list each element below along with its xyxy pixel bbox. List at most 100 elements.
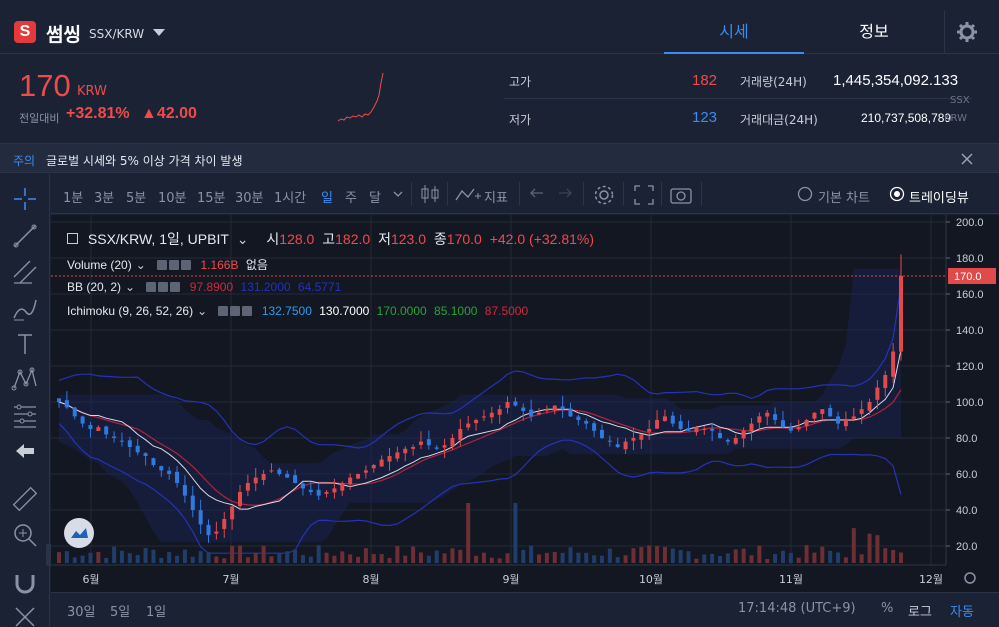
- tradingview-label[interactable]: 트레이딩뷰: [909, 191, 969, 206]
- indicator-icon[interactable]: [455, 186, 481, 202]
- magnet-icon[interactable]: [10, 567, 40, 597]
- tab-info[interactable]: 정보: [859, 22, 889, 41]
- timeframe-3m[interactable]: 3분: [94, 191, 115, 206]
- candle-body: [222, 519, 227, 529]
- toolbar-separator: [701, 182, 702, 206]
- volume-bar: [230, 545, 235, 563]
- redo-icon[interactable]: [557, 187, 573, 201]
- timeframe-1w[interactable]: 주: [345, 191, 357, 206]
- auto-toggle[interactable]: 자동: [950, 605, 974, 620]
- timeframe-30m[interactable]: 30분: [235, 191, 264, 206]
- candle-body: [324, 492, 329, 494]
- log-toggle[interactable]: 로그: [908, 605, 932, 620]
- toolbar-collapse-handle[interactable]: [46, 544, 54, 566]
- timeframe-1m[interactable]: 1분: [63, 191, 84, 206]
- volume-bar: [749, 555, 754, 563]
- timeframe-1d[interactable]: 일: [321, 191, 333, 206]
- fullscreen-icon[interactable]: [633, 184, 655, 206]
- candle-body: [489, 412, 494, 418]
- ichimoku-span-b: 87.5000: [484, 304, 529, 318]
- volume-bar: [458, 549, 463, 563]
- indicator-button[interactable]: 지표: [484, 191, 508, 206]
- pattern-icon[interactable]: [10, 364, 40, 394]
- range-5d[interactable]: 5일: [110, 605, 131, 620]
- undo-icon[interactable]: [529, 187, 545, 201]
- radio-tradingview[interactable]: [889, 186, 905, 202]
- volume-bar: [277, 553, 282, 563]
- candle-body: [88, 425, 93, 429]
- candle-body: [167, 470, 172, 474]
- percent-toggle[interactable]: %: [881, 601, 894, 616]
- collapse-legend-icon[interactable]: [67, 233, 78, 244]
- bb-indicator-name[interactable]: BB (20, 2): [67, 280, 122, 294]
- volume-bar: [206, 552, 211, 563]
- volume-indicator-name[interactable]: Volume (20): [67, 258, 132, 272]
- channel-icon[interactable]: [10, 257, 40, 287]
- volume-bar: [804, 545, 809, 563]
- tradingview-logo[interactable]: [64, 518, 94, 548]
- volume-label: 거래량(24H): [740, 75, 807, 89]
- volume-bar: [104, 557, 109, 563]
- ruler-icon[interactable]: [10, 484, 40, 514]
- candle-body: [497, 409, 502, 415]
- gear-icon[interactable]: [593, 184, 615, 206]
- ichimoku-indicator-name[interactable]: Ichimoku (9, 26, 52, 26): [67, 304, 194, 318]
- coin-pair[interactable]: SSX/KRW: [89, 27, 145, 41]
- trend-line-icon[interactable]: [10, 221, 40, 251]
- legend-close-label: 종: [433, 231, 447, 247]
- candle-body: [57, 398, 61, 402]
- brush-icon[interactable]: [10, 294, 40, 324]
- coin-name[interactable]: 썸씽: [46, 24, 81, 46]
- range-30d[interactable]: 30일: [67, 605, 96, 620]
- timeframe-15m[interactable]: 15분: [197, 191, 226, 206]
- legend-symbol[interactable]: SSX/KRW, 1일, UPBIT: [87, 231, 229, 247]
- indicator-controls[interactable]: [218, 305, 254, 319]
- candle-body: [316, 489, 321, 496]
- indicator-controls[interactable]: [146, 281, 182, 295]
- fib-icon[interactable]: [10, 400, 40, 430]
- volume-bar: [269, 556, 274, 563]
- chevron-down-icon[interactable]: [153, 29, 165, 36]
- candle-body: [568, 408, 573, 417]
- high-label: 고가: [509, 75, 532, 89]
- volume-bar: [544, 552, 549, 563]
- sparkline-chart: [337, 72, 384, 122]
- chart-toolbar: 1분 3분 5분 10분 15분 30분 1시간 일 주 달 지표 기본 차트 …: [51, 174, 999, 214]
- volume-bar: [702, 554, 707, 563]
- volume-bar: [828, 550, 833, 563]
- tab-price[interactable]: 시세: [664, 0, 804, 54]
- x-tick-label: 10월: [639, 573, 663, 586]
- timeframe-5m[interactable]: 5분: [126, 191, 147, 206]
- volume-bar: [135, 555, 140, 563]
- arrow-left-icon[interactable]: [10, 436, 40, 466]
- range-1d[interactable]: 1일: [146, 605, 167, 620]
- crosshair-icon[interactable]: [10, 184, 40, 214]
- volume-bar: [293, 549, 298, 563]
- timeframe-1h[interactable]: 1시간: [274, 191, 307, 206]
- candlestick-chart[interactable]: 200.0 180.0 160.0 140.0 120.0 100.0 80.0 60.0 40…: [51, 215, 999, 592]
- candle-body: [733, 438, 738, 444]
- toolbar-separator: [447, 182, 448, 206]
- chevron-down-icon[interactable]: [393, 189, 403, 199]
- settings-button[interactable]: [944, 10, 999, 54]
- basic-chart-label[interactable]: 기본 차트: [818, 191, 870, 206]
- price-chart[interactable]: 200.0 180.0 160.0 140.0 120.0 100.0 80.0 60.0 40…: [51, 215, 999, 627]
- camera-icon[interactable]: [669, 184, 693, 206]
- candles-icon[interactable]: [419, 184, 441, 204]
- ichimoku-span-a: 85.1000: [434, 304, 478, 318]
- close-icon[interactable]: [960, 152, 974, 166]
- timeframe-1mo[interactable]: 달: [369, 191, 381, 206]
- ichimoku-lagging: 170.0000: [376, 304, 427, 318]
- volume-bar: [678, 550, 683, 563]
- volume-bar: [859, 554, 864, 563]
- radio-basic-chart[interactable]: [797, 186, 813, 202]
- remove-drawings-icon[interactable]: [10, 602, 40, 627]
- candle-body: [253, 477, 258, 484]
- candle-body: [623, 441, 628, 450]
- timeframe-10m[interactable]: 10분: [158, 191, 187, 206]
- volume-bar: [489, 557, 494, 563]
- indicator-controls[interactable]: [157, 259, 193, 273]
- zoom-in-icon[interactable]: [10, 520, 40, 550]
- candle-body: [694, 427, 699, 433]
- text-tool-icon[interactable]: [10, 329, 40, 359]
